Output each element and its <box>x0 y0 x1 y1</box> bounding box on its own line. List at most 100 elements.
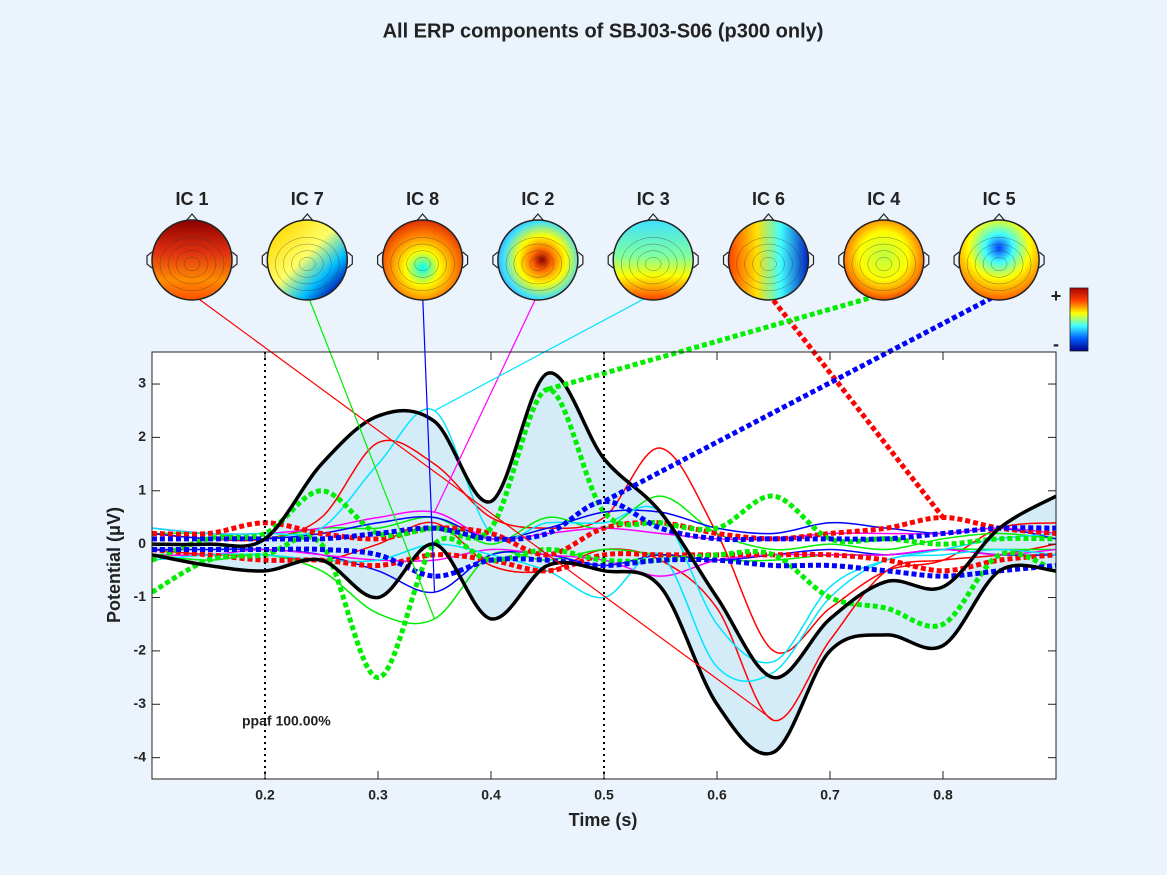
contour <box>175 250 209 278</box>
contour <box>291 250 324 278</box>
contour <box>398 243 447 285</box>
contour <box>521 250 555 278</box>
ear <box>607 251 614 269</box>
contour <box>867 250 901 278</box>
x-tick-label: 0.2 <box>255 787 275 803</box>
connector <box>306 293 436 620</box>
ear <box>377 251 383 269</box>
topomap <box>266 219 349 301</box>
contour <box>974 243 1024 285</box>
component-line <box>152 514 1056 558</box>
ear <box>953 251 960 269</box>
component-line <box>152 498 1056 543</box>
y-tick-label: 1 <box>138 481 146 497</box>
x-tick-label: 0.8 <box>933 787 953 803</box>
contour <box>628 243 678 285</box>
contour <box>505 237 571 291</box>
contour <box>875 257 893 271</box>
connector <box>602 291 1001 504</box>
topomap-label: IC 4 <box>867 189 900 209</box>
ear <box>146 251 153 269</box>
contour <box>183 257 201 271</box>
component-line <box>152 386 1056 563</box>
y-tick-label: 3 <box>138 375 146 391</box>
ear <box>722 251 729 269</box>
topomap-label: IC 8 <box>406 189 439 209</box>
connector <box>422 293 436 593</box>
topomap <box>843 219 925 301</box>
contour <box>283 243 332 285</box>
y-tick-label: -4 <box>134 748 147 764</box>
contour <box>414 257 431 271</box>
y-tick-label: -3 <box>134 695 147 711</box>
topomap <box>612 219 694 301</box>
topomap <box>497 219 579 301</box>
ear <box>838 251 845 269</box>
colorbar-min-label: - <box>1053 334 1059 354</box>
component-line <box>152 509 1056 541</box>
ear <box>346 251 353 269</box>
ear <box>1038 251 1045 269</box>
contour <box>159 237 225 291</box>
chart-title: All ERP components of SBJ03-S06 (p300 on… <box>383 20 824 42</box>
nose <box>185 213 199 222</box>
contour <box>644 257 662 271</box>
contour <box>513 243 563 285</box>
x-tick-label: 0.6 <box>707 787 727 803</box>
contour <box>167 243 217 285</box>
topomap-label: IC 5 <box>983 189 1016 209</box>
contour <box>636 250 670 278</box>
component-line <box>152 534 1056 681</box>
nose <box>877 213 891 222</box>
ear <box>462 251 469 269</box>
ear <box>808 251 815 269</box>
topomap <box>381 219 464 301</box>
connector <box>433 293 539 513</box>
contour <box>744 243 793 285</box>
y-axis-label: Potential (μV) <box>104 507 124 623</box>
y-tick-label: 2 <box>138 428 146 444</box>
contour <box>529 257 547 271</box>
nose <box>992 213 1006 222</box>
ear <box>261 251 268 269</box>
envelope-line <box>152 371 1056 680</box>
x-tick-label: 0.5 <box>594 787 614 803</box>
connector <box>191 293 774 721</box>
contour <box>620 237 686 291</box>
contour <box>736 237 801 291</box>
contour <box>752 250 785 278</box>
x-tick-label: 0.4 <box>481 787 501 803</box>
contour <box>851 237 917 291</box>
contour <box>406 250 439 278</box>
topomap-label: IC 2 <box>521 189 554 209</box>
x-tick-label: 0.7 <box>820 787 840 803</box>
ear <box>577 251 584 269</box>
y-tick-label: 0 <box>138 535 146 551</box>
y-tick-label: -1 <box>134 588 147 604</box>
topomap-label: IC 6 <box>752 189 785 209</box>
annotation: ppaf 100.00% <box>242 713 331 729</box>
ear <box>923 251 930 269</box>
component-line <box>152 546 1056 579</box>
contour <box>990 257 1008 271</box>
connector <box>546 291 885 392</box>
contour <box>275 237 340 291</box>
colorbar-max-label: + <box>1051 286 1062 306</box>
contour <box>299 257 316 271</box>
nose <box>762 213 775 222</box>
nose <box>646 213 660 222</box>
topomap-label: IC 1 <box>175 189 208 209</box>
topomap-label: IC 7 <box>291 189 324 209</box>
contour <box>982 250 1016 278</box>
y-tick-label: -2 <box>134 642 147 658</box>
contour <box>390 237 455 291</box>
nose <box>531 213 545 222</box>
topomap <box>958 219 1040 301</box>
topomap-label: IC 3 <box>637 189 670 209</box>
ear <box>692 251 699 269</box>
connector <box>766 292 945 520</box>
x-tick-label: 0.3 <box>368 787 388 803</box>
contour <box>859 243 909 285</box>
